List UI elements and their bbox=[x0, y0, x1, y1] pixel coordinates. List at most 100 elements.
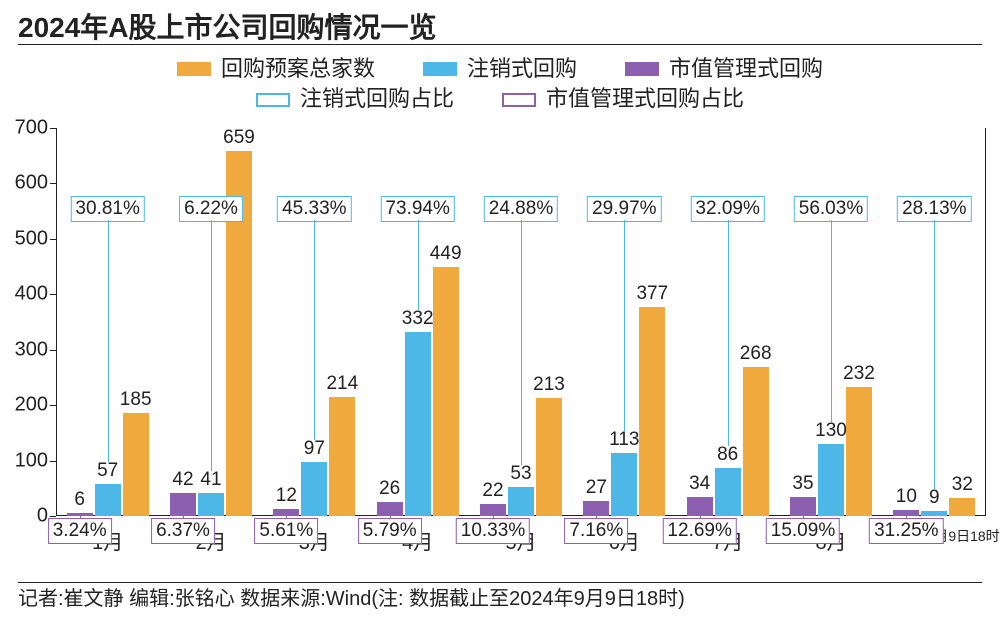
legend-item: 市值管理式回购占比 bbox=[502, 86, 744, 112]
leader-line-top bbox=[728, 220, 729, 446]
value-label: 377 bbox=[636, 283, 668, 305]
value-label: 97 bbox=[304, 438, 325, 460]
value-label: 57 bbox=[97, 460, 118, 482]
value-label: 449 bbox=[430, 243, 462, 265]
pct-bottom-box: 12.69% bbox=[662, 518, 736, 544]
legend-label: 市值管理式回购占比 bbox=[546, 86, 744, 112]
value-label: 32 bbox=[952, 474, 973, 496]
leader-line-bottom bbox=[700, 497, 701, 518]
y-tick-label: 500 bbox=[15, 227, 48, 250]
legend-item: 回购预案总家数 bbox=[177, 56, 375, 82]
chart-plot-area: 01002003004005006007001月65718530.81%3.24… bbox=[56, 128, 986, 516]
y-tick bbox=[50, 294, 56, 295]
y-tick bbox=[50, 239, 56, 240]
y-tick-label: 300 bbox=[15, 338, 48, 361]
value-label: 35 bbox=[792, 473, 813, 495]
bar-orange bbox=[536, 398, 562, 516]
leader-line-bottom bbox=[183, 493, 184, 518]
y-tick-label: 600 bbox=[15, 172, 48, 195]
page-title: 2024年A股上市公司回购情况一览 bbox=[18, 6, 437, 46]
bar-blue bbox=[611, 453, 637, 516]
legend: 回购预案总家数 注销式回购 市值管理式回购 注销式回购占比 市值管理式回购占比 bbox=[0, 56, 1000, 113]
leader-line-bottom bbox=[493, 504, 494, 518]
bar-blue bbox=[405, 332, 431, 516]
bar-blue bbox=[715, 468, 741, 516]
bar-group: 1月65718530.81%3.24% bbox=[58, 128, 158, 516]
bar-orange bbox=[949, 498, 975, 516]
value-label: 130 bbox=[815, 420, 847, 442]
pct-top-box: 30.81% bbox=[70, 196, 144, 222]
value-label: 9 bbox=[929, 487, 940, 509]
y-tick bbox=[50, 516, 56, 517]
value-label: 10 bbox=[896, 486, 917, 508]
y-tick-label: 0 bbox=[37, 505, 48, 528]
legend-swatch bbox=[423, 62, 457, 76]
leader-line-top bbox=[521, 220, 522, 465]
bar-orange bbox=[329, 397, 355, 516]
value-label: 26 bbox=[379, 478, 400, 500]
value-label: 6 bbox=[74, 489, 85, 511]
y-tick-label: 200 bbox=[15, 394, 48, 417]
value-label: 41 bbox=[200, 469, 221, 491]
pct-top-box: 32.09% bbox=[690, 196, 764, 222]
leader-line-bottom bbox=[80, 513, 81, 518]
bar-orange bbox=[639, 307, 665, 516]
leader-line-top bbox=[211, 220, 212, 471]
value-label: 113 bbox=[609, 429, 639, 451]
bar-group: 3月129721445.33%5.61% bbox=[264, 128, 364, 516]
y-tick bbox=[50, 461, 56, 462]
legend-swatch bbox=[177, 62, 211, 76]
legend-label: 市值管理式回购 bbox=[669, 56, 823, 82]
pct-bottom-box: 31.25% bbox=[869, 518, 943, 544]
bar-blue bbox=[198, 493, 224, 516]
legend-label: 回购预案总家数 bbox=[221, 56, 375, 82]
pct-top-box: 45.33% bbox=[277, 196, 351, 222]
y-tick bbox=[50, 405, 56, 406]
y-tick-label: 100 bbox=[15, 449, 48, 472]
value-label: 232 bbox=[843, 363, 875, 385]
value-label: 86 bbox=[717, 444, 738, 466]
y-tick bbox=[50, 128, 56, 129]
value-label: 27 bbox=[586, 477, 607, 499]
bar-group: 5月225321324.88%10.33% bbox=[471, 128, 571, 516]
footer-credits: 记者:崔文静 编辑:张铭心 数据来源:Wind(注: 数据截止至2024年9月9… bbox=[18, 582, 982, 611]
bar-blue bbox=[921, 511, 947, 516]
pct-top-box: 56.03% bbox=[794, 196, 868, 222]
pct-bottom-box: 5.79% bbox=[358, 518, 422, 544]
legend-label: 注销式回购占比 bbox=[300, 86, 454, 112]
legend-label: 注销式回购 bbox=[467, 56, 577, 82]
value-label: 659 bbox=[223, 127, 255, 149]
leader-line-bottom bbox=[390, 502, 391, 518]
bar-group: 8月3513023256.03%15.09% bbox=[781, 128, 881, 516]
bar-blue bbox=[301, 462, 327, 516]
value-label: 22 bbox=[482, 480, 503, 502]
leader-line-bottom bbox=[906, 510, 907, 518]
y-tick bbox=[50, 350, 56, 351]
y-tick-label: 700 bbox=[15, 117, 48, 140]
bar-orange bbox=[743, 367, 769, 516]
leader-line-top bbox=[314, 220, 315, 440]
pct-top-box: 6.22% bbox=[179, 196, 243, 222]
value-label: 42 bbox=[172, 469, 193, 491]
legend-item: 市值管理式回购 bbox=[625, 56, 823, 82]
pct-top-box: 73.94% bbox=[380, 196, 454, 222]
value-label: 213 bbox=[533, 374, 565, 396]
value-label: 12 bbox=[276, 485, 297, 507]
right-axis-line bbox=[985, 128, 986, 516]
pct-bottom-box: 7.16% bbox=[564, 518, 628, 544]
bar-group: 2月42416596.22%6.37% bbox=[161, 128, 261, 516]
bar-blue bbox=[818, 444, 844, 516]
pct-bottom-box: 15.09% bbox=[766, 518, 840, 544]
bar-orange bbox=[123, 413, 149, 516]
legend-swatch-hollow bbox=[502, 93, 536, 107]
leader-line-top bbox=[108, 220, 109, 462]
leader-line-bottom bbox=[803, 497, 804, 518]
leader-line-top bbox=[624, 220, 625, 431]
y-tick bbox=[50, 183, 56, 184]
bar-blue bbox=[508, 487, 534, 516]
leader-line-bottom bbox=[286, 509, 287, 518]
pct-bottom-box: 3.24% bbox=[48, 518, 112, 544]
legend-swatch bbox=[625, 62, 659, 76]
value-label: 268 bbox=[740, 343, 772, 365]
title-underline bbox=[18, 44, 982, 45]
